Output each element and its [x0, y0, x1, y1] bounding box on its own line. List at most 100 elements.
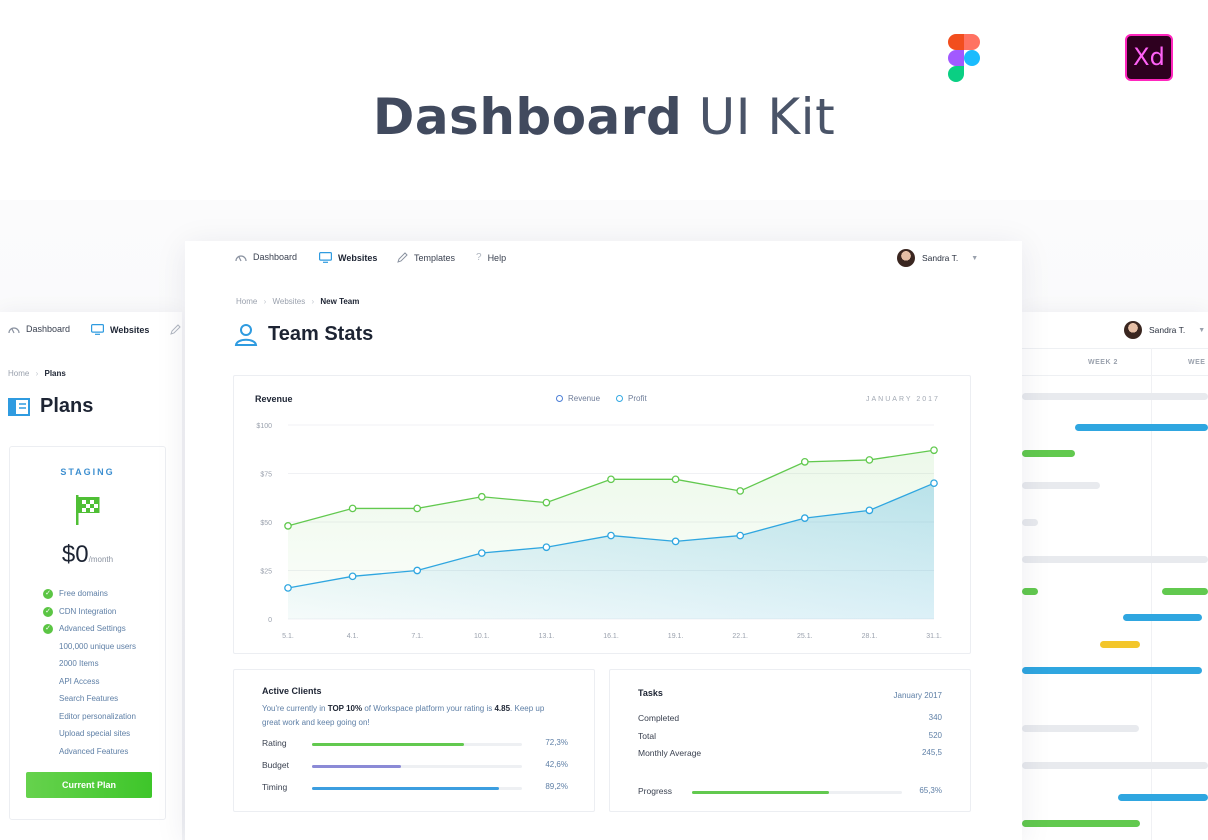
monitor-icon: [319, 252, 332, 263]
gantt-track: [1022, 482, 1100, 489]
plan-feature: 100,000 unique users: [43, 638, 136, 656]
week-label: WEE: [1188, 359, 1206, 366]
nav-websites[interactable]: Websites: [319, 252, 377, 263]
figma-logo-icon: [948, 34, 980, 82]
pencil-icon[interactable]: [170, 324, 181, 335]
data-point: [284, 584, 292, 592]
y-tick-label: 0: [268, 617, 272, 624]
meter-label: Budget: [262, 760, 289, 770]
nav-dashboard[interactable]: Dashboard: [8, 324, 70, 334]
plan-features-list: ✓ Free domains ✓ CDN Integration ✓ Advanced S…: [43, 585, 136, 760]
plan-feature: ✓ Advanced Settings: [43, 620, 136, 638]
current-plan-button[interactable]: Current Plan: [26, 772, 152, 798]
avatar: [1124, 321, 1142, 339]
legend-dot: [616, 395, 623, 402]
data-point: [800, 458, 809, 466]
user-menu[interactable]: Sandra T. ▼: [897, 249, 978, 267]
breadcrumb-current: New Team: [320, 297, 360, 306]
gantt-divider: [1151, 348, 1152, 840]
x-tick-label: 16.1.: [603, 633, 619, 640]
tasks-card: Tasks January 2017 Completed 340 Total 520 M…: [609, 669, 971, 812]
plan-feature: 2000 Items: [43, 655, 136, 673]
chevron-right-icon: ›: [35, 369, 39, 378]
data-point: [800, 514, 809, 522]
y-tick-label: $75: [260, 472, 272, 479]
meter-row: Rating 72,3%: [262, 738, 568, 750]
gantt-bar[interactable]: [1100, 641, 1140, 648]
x-tick-label: 10.1.: [474, 633, 490, 640]
x-tick-label: 22.1.: [732, 633, 748, 640]
breadcrumb-home[interactable]: Home: [236, 297, 258, 306]
gantt-bar[interactable]: [1123, 614, 1202, 621]
nav-label: Dashboard: [253, 252, 298, 262]
task-stat-value: 340: [928, 713, 942, 722]
legend-profit[interactable]: Profit: [616, 394, 647, 403]
chart-date: JANUARY 2017: [866, 396, 940, 403]
breadcrumb-current: Plans: [44, 369, 66, 378]
gantt-track: [1022, 519, 1038, 526]
meter-fill: [312, 765, 402, 768]
progress-fill: [692, 791, 830, 794]
progress-track: [692, 791, 902, 794]
data-point: [930, 479, 938, 488]
gantt-bar[interactable]: [1022, 588, 1038, 595]
y-tick-label: $25: [260, 569, 272, 576]
legend-revenue[interactable]: Revenue: [556, 394, 600, 403]
breadcrumb-home[interactable]: Home: [8, 369, 30, 378]
gantt-bar[interactable]: [1118, 794, 1208, 801]
revenue-card: Revenue Revenue Profit JANUARY 2017 $100…: [233, 375, 971, 654]
x-tick-label: 25.1.: [797, 633, 813, 640]
page-title-text: Plans: [40, 395, 94, 417]
legend-dot: [556, 395, 563, 402]
check-icon: ✓: [43, 624, 53, 634]
page-title: Team Stats: [234, 322, 373, 346]
nav-help[interactable]: ? Help: [476, 252, 506, 263]
plan-name: STAGING: [60, 467, 115, 477]
gantt-bar[interactable]: [1075, 424, 1208, 431]
series-area: [288, 483, 934, 619]
chevron-down-icon: ▼: [1198, 326, 1206, 334]
nav-websites[interactable]: Websites: [91, 324, 149, 335]
task-stat-label: Monthly Average: [638, 748, 702, 758]
user-name: Sandra T.: [1149, 325, 1186, 335]
task-stat-row: Monthly Average 245,5: [638, 748, 942, 758]
plan-feature: Search Features: [43, 690, 136, 708]
meter-fill: [312, 787, 500, 790]
schedule-panel: Sandra T. ▼ WEEK 2 WEE: [1022, 312, 1208, 840]
plan-card: STAGING $0/month ✓ Free domains ✓ CDN Integ…: [9, 446, 166, 820]
plan-feature: API Access: [43, 673, 136, 691]
x-tick-label: 5.1.: [282, 633, 294, 640]
user-menu[interactable]: Sandra T. ▼: [1124, 321, 1205, 339]
plan-feature-text: Advanced Settings: [59, 624, 126, 634]
data-point: [477, 549, 486, 557]
meter-track: [312, 787, 522, 790]
task-stat-row: Completed 340: [638, 713, 942, 723]
meter-row: Budget 42,6%: [262, 760, 568, 772]
data-point: [607, 531, 615, 540]
card-title: Active Clients: [262, 686, 322, 696]
gauge-icon: [8, 327, 20, 334]
data-point: [284, 522, 292, 530]
y-tick-label: $100: [256, 423, 272, 430]
gantt-header: WEEK 2 WEE: [1022, 348, 1208, 376]
data-point: [736, 487, 745, 495]
nav-templates[interactable]: Templates: [397, 252, 455, 263]
week-label: WEEK 2: [1088, 359, 1118, 366]
plan-period: /month: [88, 555, 114, 564]
breadcrumb-websites[interactable]: Websites: [272, 297, 306, 306]
meter-value: 42,6%: [545, 760, 568, 769]
data-point: [607, 475, 615, 484]
revenue-chart: $100 $75 $50 $25 0 5.1. 4.1. 7.1. 10.1. 13.1. 16.1…: [256, 423, 941, 640]
nav-dashboard[interactable]: Dashboard: [235, 252, 297, 262]
plan-price: $0/month: [61, 541, 114, 568]
task-stat-label: Completed: [638, 713, 680, 723]
gantt-bar[interactable]: [1162, 588, 1208, 595]
plan-feature-text: Free domains: [59, 589, 108, 599]
gantt-bar[interactable]: [1022, 820, 1140, 827]
meter-label: Rating: [262, 738, 287, 748]
nav-label: Help: [487, 252, 507, 263]
gantt-bar[interactable]: [1022, 667, 1202, 674]
gantt-bar[interactable]: [1022, 450, 1075, 457]
plan-feature-text: API Access: [59, 676, 100, 686]
nav-label: Websites: [338, 252, 378, 263]
